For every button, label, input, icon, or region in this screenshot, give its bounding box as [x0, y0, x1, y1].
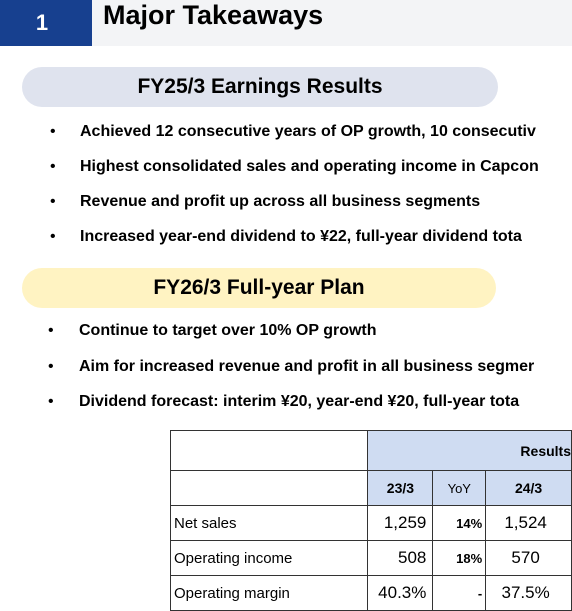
list-item: • Achieved 12 consecutive years of OP gr… [0, 121, 572, 143]
list-item: • Revenue and profit up across all busin… [0, 191, 572, 213]
list-item: • Continue to target over 10% OP growth [0, 320, 572, 342]
list-item: • Increased year-end dividend to ¥22, fu… [0, 226, 572, 248]
yoy-cell: 18% [432, 540, 487, 576]
page-title: Major Takeaways [103, 0, 324, 30]
table-corner-cell [169, 470, 369, 506]
results-table: Results 23/3 YoY 24/3 Net sales 1,259 14… [169, 430, 572, 611]
list-item: • Dividend forecast: interim ¥20, year-e… [0, 391, 572, 413]
row-label: Operating margin [169, 575, 369, 611]
value-cell: 40.3% [367, 575, 434, 611]
column-header: 23/3 [367, 470, 434, 506]
table-row: Operating margin 40.3% - 37.5% [169, 575, 572, 611]
bullet-dot-icon: • [50, 123, 56, 140]
bullet-dot-icon: • [50, 193, 56, 210]
table-corner-cell [169, 430, 369, 471]
bullet-text: Continue to target over 10% OP growth [79, 322, 377, 339]
value-cell: 1,524 [485, 505, 572, 541]
results-group-header: Results [367, 430, 572, 471]
list-item: • Highest consolidated sales and operati… [0, 156, 572, 178]
bullet-dot-icon: • [48, 393, 54, 410]
table-row: Operating income 508 18% 570 [169, 540, 572, 576]
value-cell: 1,259 [367, 505, 434, 541]
bullet-text: Highest consolidated sales and operating… [80, 158, 539, 175]
row-label: Operating income [169, 540, 369, 576]
bullet-text: Aim for increased revenue and profit in … [79, 358, 535, 375]
bullet-dot-icon: • [48, 322, 54, 339]
bullet-dot-icon: • [50, 228, 56, 245]
yoy-cell: - [432, 575, 487, 611]
results-heading: FY25/3 Earnings Results [22, 67, 498, 107]
column-header: 24/3 [485, 470, 572, 506]
yoy-cell: 14% [432, 505, 487, 541]
value-cell: 37.5% [485, 575, 572, 611]
row-label: Net sales [169, 505, 369, 541]
bullet-dot-icon: • [50, 158, 56, 175]
table-row: Net sales 1,259 14% 1,524 [169, 505, 572, 541]
header-band [0, 0, 572, 46]
bullet-text: Increased year-end dividend to ¥22, full… [80, 228, 522, 245]
column-header: YoY [432, 470, 487, 506]
bullet-text: Dividend forecast: interim ¥20, year-end… [79, 393, 520, 410]
plan-heading: FY26/3 Full-year Plan [22, 268, 496, 308]
bullet-dot-icon: • [48, 358, 54, 375]
value-cell: 570 [485, 540, 572, 576]
bullet-text: Revenue and profit up across all busines… [80, 193, 481, 210]
list-item: • Aim for increased revenue and profit i… [0, 356, 572, 378]
bullet-text: Achieved 12 consecutive years of OP grow… [80, 123, 536, 140]
value-cell: 508 [367, 540, 434, 576]
section-number-badge: 1 [0, 0, 92, 46]
